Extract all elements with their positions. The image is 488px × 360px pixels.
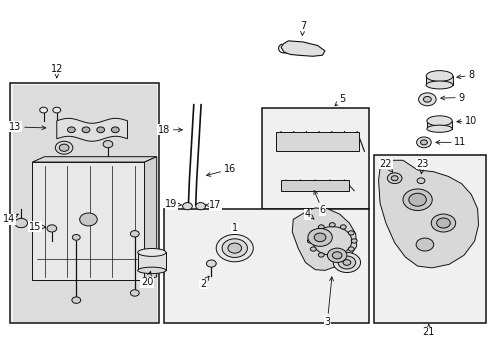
Circle shape bbox=[310, 247, 316, 251]
Ellipse shape bbox=[426, 125, 451, 132]
Circle shape bbox=[318, 253, 324, 257]
Text: 18: 18 bbox=[158, 125, 182, 135]
Circle shape bbox=[111, 127, 119, 133]
Circle shape bbox=[310, 231, 316, 235]
Text: 16: 16 bbox=[206, 164, 236, 176]
Ellipse shape bbox=[426, 116, 451, 126]
Circle shape bbox=[416, 137, 430, 148]
Polygon shape bbox=[144, 157, 157, 280]
Text: 11: 11 bbox=[435, 138, 466, 147]
Circle shape bbox=[80, 213, 97, 226]
Text: 5: 5 bbox=[334, 94, 345, 106]
Circle shape bbox=[423, 96, 430, 102]
Circle shape bbox=[390, 176, 397, 181]
Circle shape bbox=[327, 248, 346, 262]
Circle shape bbox=[347, 231, 353, 235]
Circle shape bbox=[103, 140, 113, 148]
Circle shape bbox=[53, 107, 61, 113]
Circle shape bbox=[329, 255, 334, 259]
Circle shape bbox=[72, 297, 81, 303]
Polygon shape bbox=[378, 160, 478, 268]
Ellipse shape bbox=[425, 71, 452, 81]
Text: 22: 22 bbox=[379, 159, 392, 172]
Text: 14: 14 bbox=[3, 214, 19, 224]
Circle shape bbox=[216, 234, 253, 262]
Circle shape bbox=[307, 228, 331, 246]
Circle shape bbox=[182, 203, 192, 210]
Text: 8: 8 bbox=[456, 70, 473, 80]
Text: 7: 7 bbox=[299, 21, 305, 35]
Text: 3: 3 bbox=[324, 277, 333, 327]
Circle shape bbox=[130, 230, 139, 237]
Text: 2: 2 bbox=[200, 276, 209, 289]
Circle shape bbox=[195, 203, 205, 210]
Circle shape bbox=[329, 223, 334, 227]
Circle shape bbox=[227, 243, 241, 253]
Circle shape bbox=[331, 252, 341, 259]
Text: 19: 19 bbox=[165, 199, 181, 210]
Circle shape bbox=[350, 239, 356, 243]
Bar bbox=[426, 76, 452, 85]
Text: 20: 20 bbox=[141, 271, 153, 287]
Circle shape bbox=[59, 144, 69, 151]
Circle shape bbox=[318, 225, 324, 229]
Polygon shape bbox=[281, 41, 325, 56]
Bar bbox=[163, 209, 368, 323]
Circle shape bbox=[402, 189, 431, 211]
Text: 10: 10 bbox=[456, 116, 476, 126]
Circle shape bbox=[55, 141, 73, 154]
Text: 6: 6 bbox=[313, 190, 325, 216]
Circle shape bbox=[347, 247, 353, 251]
Circle shape bbox=[82, 127, 90, 133]
Bar bbox=[373, 155, 485, 323]
Circle shape bbox=[40, 107, 47, 113]
Circle shape bbox=[130, 290, 139, 296]
Circle shape bbox=[222, 239, 247, 257]
Circle shape bbox=[307, 239, 313, 243]
Polygon shape bbox=[57, 118, 127, 141]
Circle shape bbox=[206, 260, 216, 267]
Circle shape bbox=[314, 233, 325, 242]
Circle shape bbox=[420, 140, 427, 145]
Circle shape bbox=[342, 260, 350, 265]
Text: 4: 4 bbox=[304, 209, 313, 219]
Circle shape bbox=[47, 225, 57, 232]
Circle shape bbox=[332, 252, 360, 273]
Circle shape bbox=[418, 93, 435, 106]
Bar bbox=[281, 180, 348, 191]
Ellipse shape bbox=[425, 81, 452, 89]
Bar bbox=[32, 162, 144, 280]
Bar bbox=[10, 83, 159, 323]
Text: 17: 17 bbox=[205, 200, 221, 210]
Bar bbox=[261, 108, 368, 209]
Ellipse shape bbox=[138, 248, 165, 256]
Text: 15: 15 bbox=[29, 222, 46, 231]
Circle shape bbox=[340, 253, 346, 257]
Circle shape bbox=[340, 225, 346, 229]
Polygon shape bbox=[32, 157, 157, 162]
Text: 12: 12 bbox=[50, 64, 63, 78]
Bar bbox=[426, 121, 451, 129]
Circle shape bbox=[430, 214, 455, 232]
Circle shape bbox=[408, 193, 426, 206]
Text: 23: 23 bbox=[415, 159, 428, 174]
Bar bbox=[13, 85, 157, 321]
Ellipse shape bbox=[138, 267, 165, 274]
Polygon shape bbox=[292, 208, 356, 270]
Bar bbox=[276, 132, 358, 151]
Text: 21: 21 bbox=[422, 324, 434, 337]
Circle shape bbox=[67, 127, 75, 133]
Circle shape bbox=[72, 234, 80, 240]
Circle shape bbox=[436, 218, 449, 228]
Circle shape bbox=[386, 173, 401, 184]
Text: 9: 9 bbox=[440, 93, 464, 103]
Text: 13: 13 bbox=[9, 122, 46, 132]
Circle shape bbox=[415, 238, 433, 251]
Circle shape bbox=[416, 178, 424, 184]
Circle shape bbox=[97, 127, 104, 133]
Circle shape bbox=[15, 219, 27, 228]
Circle shape bbox=[337, 256, 355, 269]
Text: 1: 1 bbox=[231, 224, 237, 234]
Bar bbox=[138, 252, 165, 270]
